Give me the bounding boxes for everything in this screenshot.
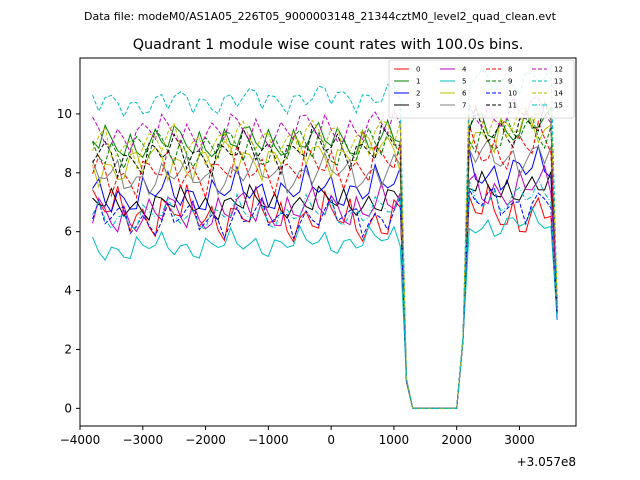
legend-label-11: 11 — [508, 102, 517, 110]
figure-suptitle: Data file: modeM0/AS1A05_226T05_90000031… — [84, 10, 557, 23]
y-tick-label: 6 — [64, 225, 72, 239]
x-tick-label: −3000 — [122, 433, 163, 447]
x-tick-label: 2000 — [441, 433, 472, 447]
x-tick-label: 1000 — [379, 433, 410, 447]
legend-label-5: 5 — [462, 78, 466, 86]
y-tick-label: 4 — [64, 284, 72, 298]
plot-frame — [79, 57, 577, 427]
legend-label-6: 6 — [462, 90, 467, 98]
legend-label-8: 8 — [508, 66, 512, 74]
series-layer — [92, 64, 558, 409]
legend-label-13: 13 — [554, 78, 563, 86]
series-line-2 — [92, 144, 558, 409]
x-tick-label: −4000 — [60, 433, 101, 447]
legend-label-10: 10 — [508, 90, 517, 98]
legend-label-4: 4 — [462, 66, 467, 74]
legend-label-7: 7 — [462, 102, 466, 110]
series-line-7 — [92, 138, 558, 409]
series-line-4 — [92, 164, 558, 409]
legend-label-1: 1 — [416, 78, 420, 86]
series-line-9 — [92, 115, 558, 409]
series-line-10 — [92, 186, 558, 409]
x-offset-label: +3.057e8 — [517, 455, 576, 469]
y-tick-label: 10 — [57, 107, 72, 121]
x-axis: −4000 −3000 −2000 −1000 0 1000 2000 3000 — [60, 426, 535, 447]
legend-label-9: 9 — [508, 78, 512, 86]
y-tick-label: 0 — [64, 401, 72, 415]
legend-label-3: 3 — [416, 102, 420, 110]
x-tick-label: 3000 — [504, 433, 535, 447]
x-tick-label: −1000 — [248, 433, 289, 447]
x-tick-label: 0 — [327, 433, 335, 447]
x-tick-label: −2000 — [185, 433, 226, 447]
series-line-15 — [92, 177, 558, 409]
legend-label-15: 15 — [554, 102, 563, 110]
series-line-5 — [92, 206, 558, 409]
y-tick-label: 8 — [64, 166, 72, 180]
legend-frame — [388, 59, 575, 119]
legend-label-2: 2 — [416, 90, 420, 98]
series-line-8 — [92, 119, 558, 409]
legend-label-0: 0 — [416, 66, 420, 74]
y-axis: 0 2 4 6 8 10 — [57, 107, 80, 415]
legend-label-12: 12 — [554, 66, 563, 74]
series-line-12 — [92, 95, 558, 409]
series-line-11 — [92, 100, 558, 409]
legend-label-14: 14 — [554, 90, 563, 98]
chart-title: Quadrant 1 module wise count rates with … — [133, 37, 524, 53]
y-tick-label: 2 — [64, 342, 72, 356]
series-line-3 — [92, 170, 558, 409]
series-line-6 — [92, 107, 558, 409]
